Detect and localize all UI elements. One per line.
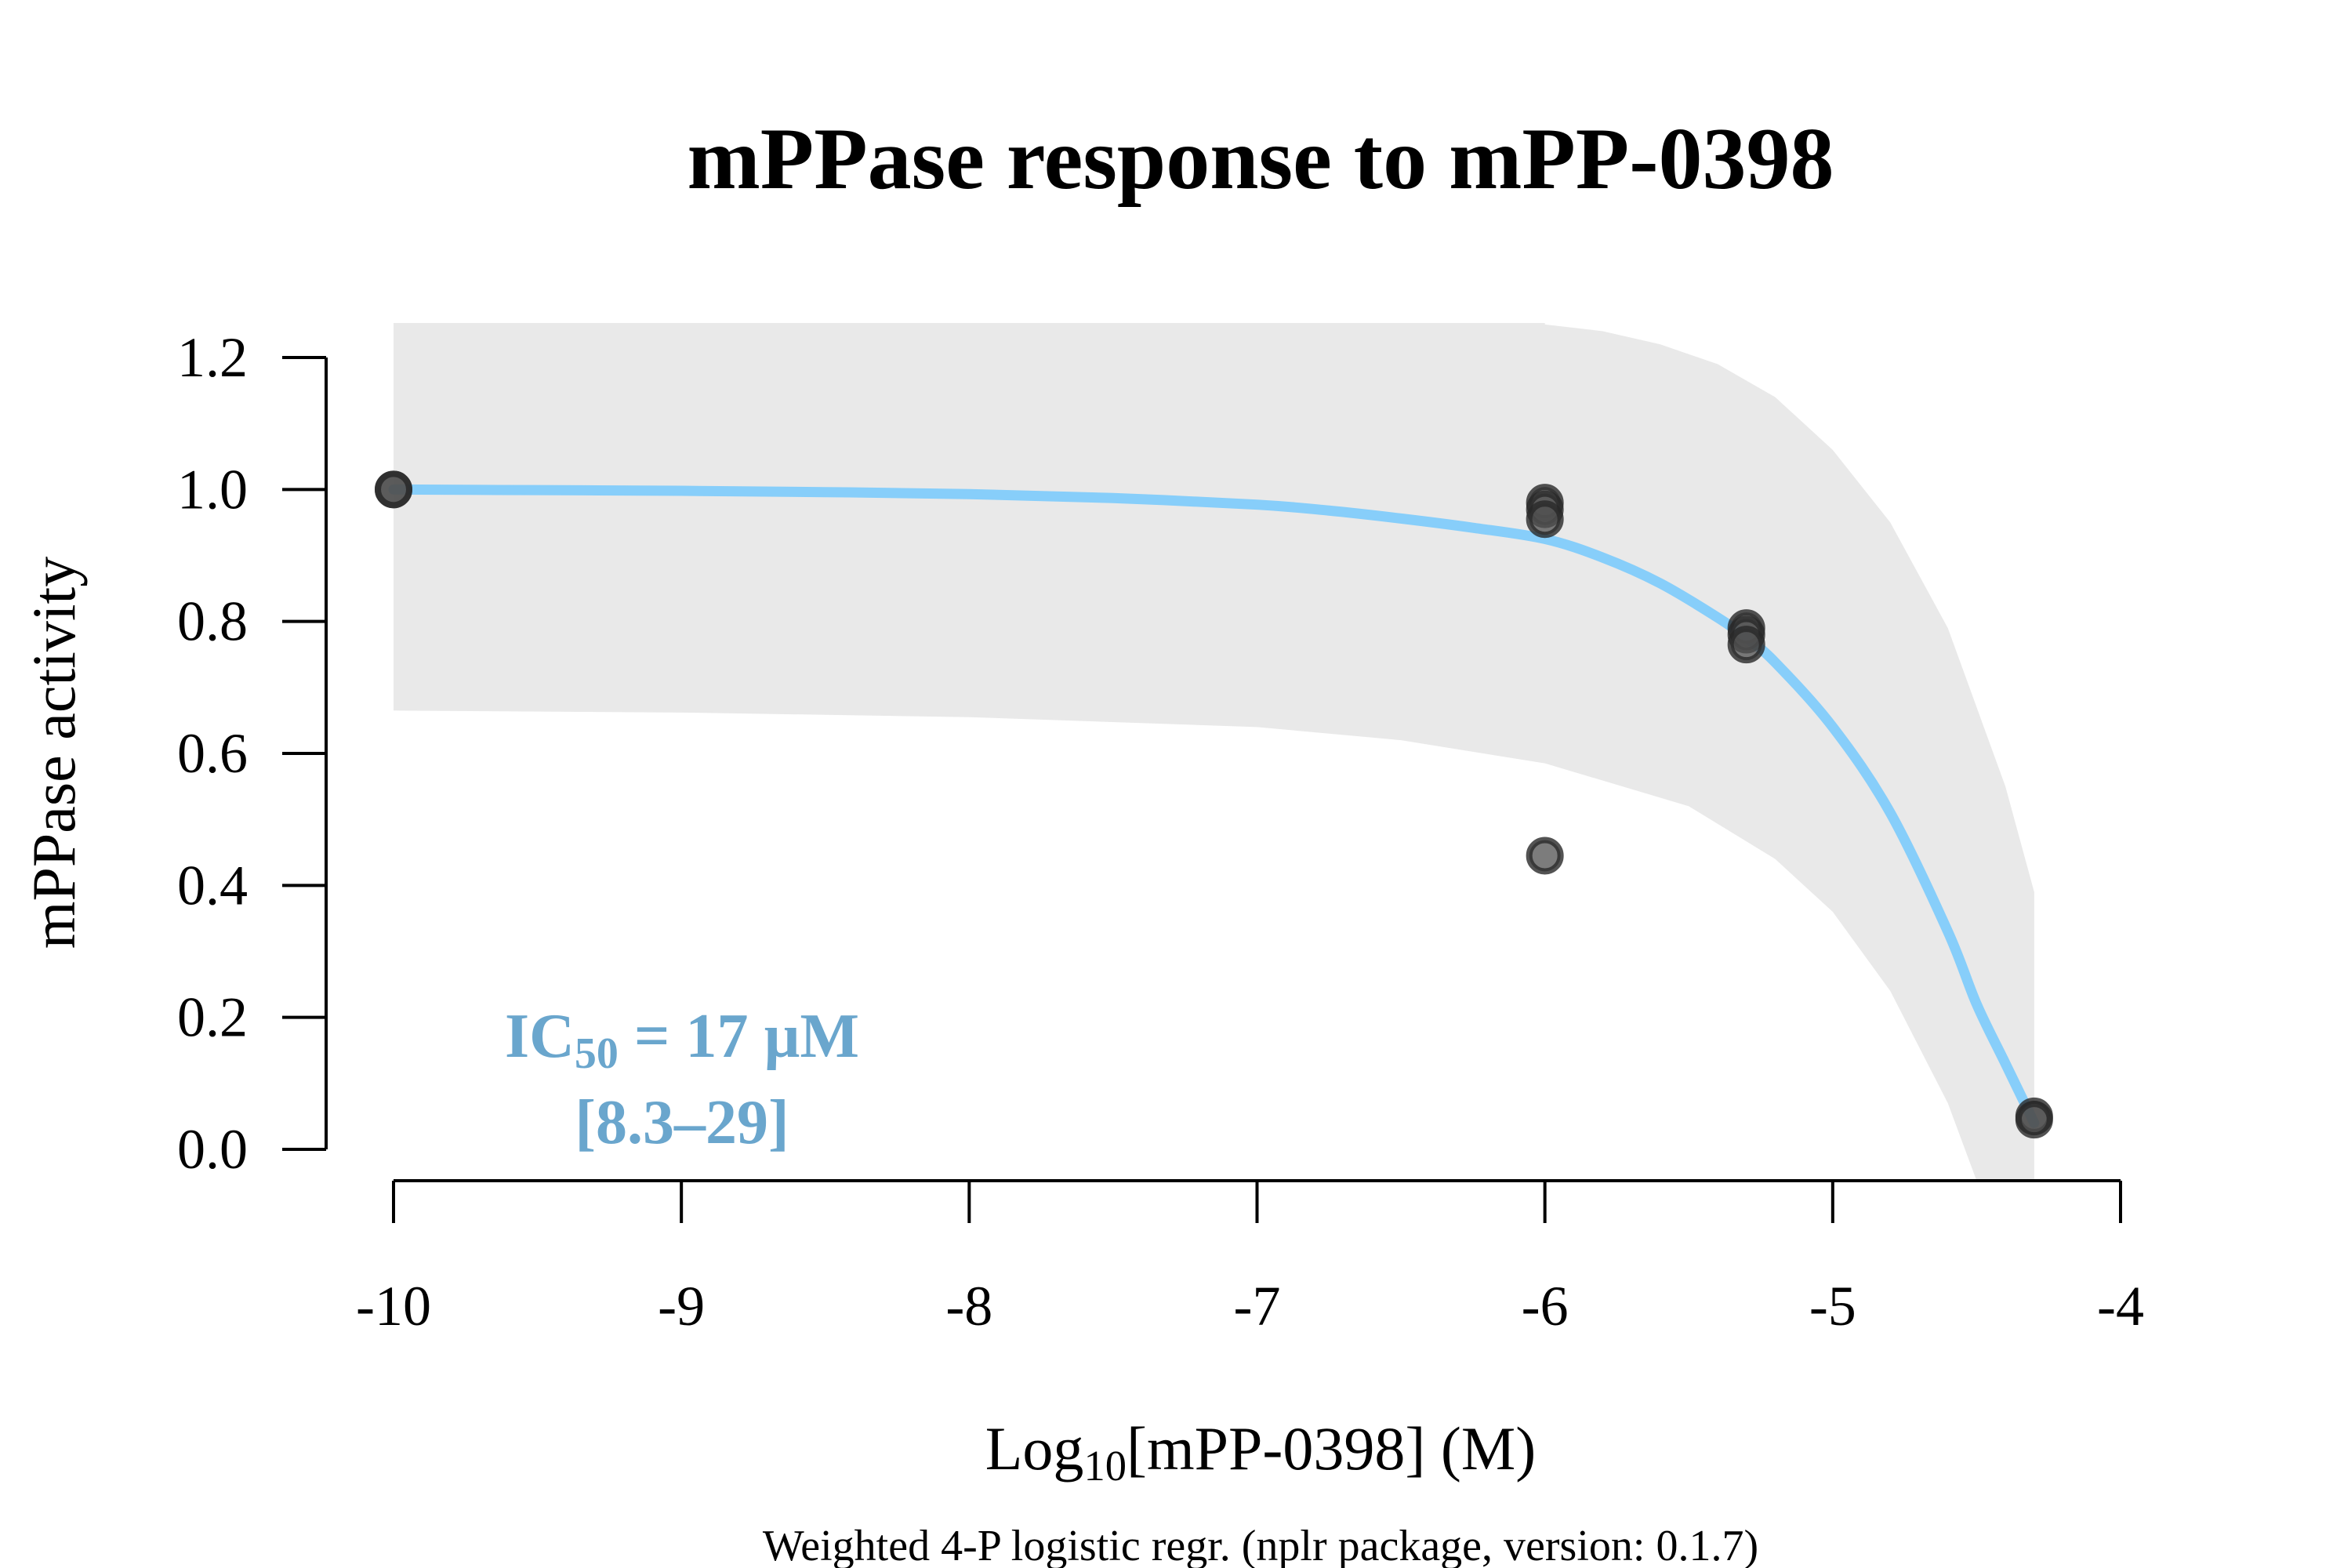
chart-title: mPPase response to mPP-0398	[688, 111, 1834, 208]
y-tick-label: 0.0	[177, 1118, 248, 1181]
x-tick-label: -4	[2097, 1275, 2144, 1338]
data-point	[1526, 837, 1564, 875]
y-axis-ticks: 0.0 0.2 0.4 0.6 0.8 1.0 1.2	[177, 326, 326, 1181]
x-axis-label: Log10[mPP-0398] (M)	[985, 1414, 1536, 1490]
confidence-band-layer	[394, 323, 2034, 1181]
ic50-subscript: 50	[575, 1029, 619, 1078]
ic50-suffix: = 17 µM	[619, 1002, 859, 1071]
y-tick-label: 0.4	[177, 854, 248, 916]
axes: 0.0 0.2 0.4 0.6 0.8 1.0 1.2 -10 -9 -8 -7 -6 -5 -4	[177, 326, 2144, 1338]
x-tick-label: -9	[658, 1275, 705, 1338]
data-point	[375, 470, 412, 509]
x-axis-label-prefix: Log	[985, 1414, 1084, 1483]
y-tick-label: 0.6	[177, 722, 248, 785]
x-tick-label: -6	[1522, 1275, 1569, 1338]
y-tick-label: 1.2	[177, 326, 248, 389]
confidence-band	[394, 323, 2034, 1181]
y-tick-label: 1.0	[177, 458, 248, 521]
x-tick-label: -10	[356, 1275, 431, 1338]
y-tick-label: 0.2	[177, 986, 248, 1049]
fit-curve	[388, 484, 2040, 1128]
ic50-prefix: IC	[505, 1002, 575, 1071]
data-points	[375, 470, 2053, 1139]
ic50-annotation-line2: [8.3–29]	[575, 1088, 789, 1157]
x-axis-label-subscript: 10	[1083, 1442, 1127, 1490]
data-point	[1526, 500, 1564, 539]
y-axis-label: mPPase activity	[20, 557, 88, 949]
ic50-annotation-line1: IC50 = 17 µM	[505, 1002, 859, 1078]
y-tick-label: 0.8	[177, 590, 248, 653]
x-tick-label: -7	[1234, 1275, 1281, 1338]
x-axis-ticks: -10 -9 -8 -7 -6 -5 -4	[356, 1181, 2144, 1338]
x-axis-label-suffix: [mPP-0398] (M)	[1127, 1414, 1536, 1483]
data-point	[2015, 1101, 2053, 1139]
chart-caption: Weighted 4-P logistic regr. (nplr packag…	[763, 1522, 1758, 1568]
x-tick-label: -8	[945, 1275, 992, 1338]
fit-curve-layer	[388, 484, 2040, 1128]
x-tick-label: -5	[1809, 1275, 1856, 1338]
data-point	[1727, 626, 1765, 664]
